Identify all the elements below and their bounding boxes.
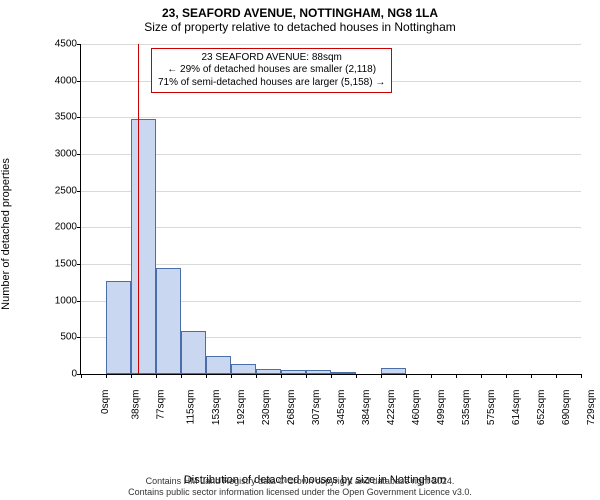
x-tick-mark [106,374,107,378]
y-tick-label: 2000 [55,222,81,233]
x-tick-label: 77sqm [156,390,167,420]
chart-container: Number of detached properties 23 SEAFORD… [50,44,580,424]
footer-line: Contains HM Land Registry data © Crown c… [0,476,600,487]
bars [81,44,581,374]
histogram-bar [131,119,156,374]
x-tick-mark [556,374,557,378]
page: 23, SEAFORD AVENUE, NOTTINGHAM, NG8 1LA … [0,0,600,500]
x-tick-mark [306,374,307,378]
y-tick-label: 4000 [55,75,81,86]
x-tick-label: 153sqm [211,390,222,426]
x-tick-label: 38sqm [131,390,142,420]
x-tick-label: 535sqm [461,390,472,426]
x-tick-label: 230sqm [261,390,272,426]
histogram-bar [206,356,231,374]
y-tick-label: 0 [71,369,81,380]
x-tick-label: 499sqm [436,390,447,426]
x-tick-label: 460sqm [411,390,422,426]
histogram-bar [231,364,256,374]
y-tick-label: 3500 [55,112,81,123]
x-tick-mark [231,374,232,378]
histogram-bar [106,281,131,374]
histogram-bar [256,369,281,374]
x-tick-mark [156,374,157,378]
x-tick-mark [581,374,582,378]
x-tick-mark [381,374,382,378]
annotation-box: 23 SEAFORD AVENUE: 88sqm ← 29% of detach… [151,48,392,94]
histogram-bar [306,370,331,374]
x-tick-label: 115sqm [185,390,196,425]
x-tick-mark [531,374,532,378]
x-tick-label: 0sqm [100,390,111,414]
title-block: 23, SEAFORD AVENUE, NOTTINGHAM, NG8 1LA … [0,0,600,34]
histogram-bar [381,368,406,374]
histogram-bar [281,370,306,374]
x-tick-mark [456,374,457,378]
histogram-bar [156,268,181,374]
y-tick-label: 500 [60,332,81,343]
x-tick-mark [281,374,282,378]
y-tick-label: 1500 [55,259,81,270]
page-subtitle: Size of property relative to detached ho… [0,20,600,34]
footer: Contains HM Land Registry data © Crown c… [0,476,600,498]
x-tick-label: 575sqm [486,390,497,426]
y-tick-label: 4500 [55,39,81,50]
annotation-line: ← 29% of detached houses are smaller (2,… [158,64,385,77]
histogram-bar [331,372,356,374]
footer-line: Contains public sector information licen… [0,487,600,498]
annotation-line: 23 SEAFORD AVENUE: 88sqm [158,52,385,65]
x-tick-mark [256,374,257,378]
x-tick-label: 345sqm [336,390,347,426]
x-tick-mark [206,374,207,378]
x-tick-label: 268sqm [286,390,297,426]
reference-marker [138,44,139,374]
x-tick-label: 422sqm [386,390,397,426]
x-tick-mark [506,374,507,378]
x-tick-label: 192sqm [236,390,247,426]
x-tick-mark [406,374,407,378]
y-axis-label: Number of detached properties [0,158,12,310]
x-tick-mark [181,374,182,378]
x-tick-mark [331,374,332,378]
x-tick-mark [356,374,357,378]
x-tick-mark [481,374,482,378]
x-tick-mark [81,374,82,378]
x-tick-label: 614sqm [511,390,522,426]
histogram-bar [181,331,206,374]
x-tick-mark [131,374,132,378]
x-tick-label: 307sqm [311,390,322,426]
page-title: 23, SEAFORD AVENUE, NOTTINGHAM, NG8 1LA [0,6,600,20]
x-tick-label: 690sqm [561,390,572,426]
annotation-line: 71% of semi-detached houses are larger (… [158,77,385,90]
y-tick-label: 3000 [55,149,81,160]
histogram-plot: 23 SEAFORD AVENUE: 88sqm ← 29% of detach… [80,44,581,375]
x-tick-mark [431,374,432,378]
x-tick-label: 729sqm [586,390,597,426]
x-tick-label: 652sqm [536,390,547,426]
y-tick-label: 2500 [55,185,81,196]
x-tick-label: 384sqm [361,390,372,426]
y-tick-label: 1000 [55,295,81,306]
